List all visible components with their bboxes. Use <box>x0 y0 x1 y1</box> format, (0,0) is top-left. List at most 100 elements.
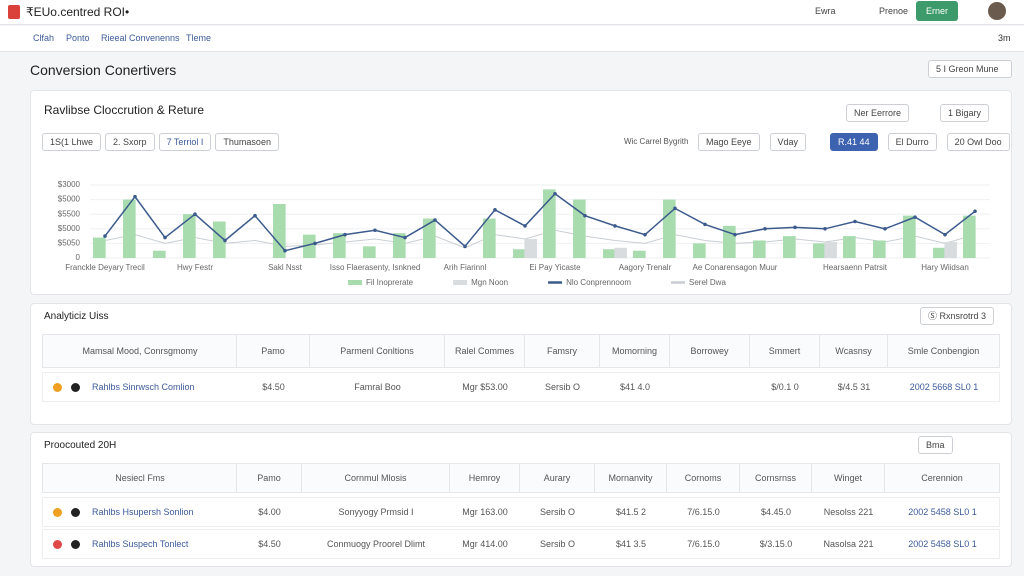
tab[interactable]: Thumasoen <box>215 133 279 151</box>
table-cell: $/0.1 0 <box>771 382 799 392</box>
header-button[interactable]: Erner <box>916 1 959 21</box>
table-row <box>42 529 1000 559</box>
tab[interactable]: 2. Sxorp <box>105 133 155 151</box>
table-row <box>42 497 1000 527</box>
point <box>403 235 407 240</box>
column-header: Cornoms <box>667 463 740 493</box>
table-header <box>42 334 1000 368</box>
bar <box>843 236 856 258</box>
point <box>373 228 377 233</box>
table-cell: 2002 5458 SL0 1 <box>908 539 977 549</box>
filter-button[interactable]: 20 Owl Doo <box>946 133 1010 151</box>
column-header: Cornmul Mlosis <box>302 463 450 493</box>
column-header: Famsry <box>525 334 600 368</box>
legend-label: Nlo Conprennoom <box>566 278 631 287</box>
table-cell: $4.45.0 <box>760 507 792 517</box>
nav-link[interactable]: Rieeal Convenenns <box>101 33 180 43</box>
x-tick-label: Franckle Deyary Trecil <box>65 263 145 272</box>
x-tick-label: Aagory Trenalr <box>619 263 672 272</box>
table-cell: $41 4.0 <box>619 382 651 392</box>
table-card <box>30 432 1012 567</box>
y-tick-label: 0 <box>76 253 81 262</box>
column-header: Pamo <box>237 463 302 493</box>
panel-button[interactable]: Ner Eerrore <box>846 104 910 122</box>
table-cell: Sonyyogy Prmsid I <box>338 507 414 517</box>
bar <box>824 241 837 258</box>
table-cell: $/4.5 31 <box>837 382 871 392</box>
point <box>133 194 137 199</box>
y-tick-label: $5050 <box>58 239 81 248</box>
bar <box>363 246 376 258</box>
bar <box>783 236 796 258</box>
point <box>643 232 647 237</box>
x-tick-label: Sakl Nsst <box>268 263 303 272</box>
table-cell: 2002 5668 SL0 1 <box>909 382 979 392</box>
point <box>103 234 107 238</box>
filter-button[interactable]: El Durro <box>887 133 937 151</box>
header-button[interactable]: Ewra <box>808 3 843 21</box>
column-header: Cornsrnss <box>740 463 812 493</box>
filter-button[interactable]: Vday <box>769 133 807 151</box>
header-button[interactable]: Prenoe <box>872 3 916 21</box>
y-tick-label: $5000 <box>58 224 81 233</box>
table-button[interactable]: Bma <box>918 436 953 454</box>
nav-link[interactable]: Tleme <box>186 33 212 43</box>
point <box>613 224 617 228</box>
legend-label: Mgn Noon <box>471 278 508 287</box>
bar <box>933 247 946 258</box>
line <box>104 229 976 249</box>
table-cell: $4.50 <box>262 382 285 392</box>
table-button[interactable]: Ⓢ Rxnsrotrd 3 <box>920 307 995 325</box>
column-header: Momorning <box>600 334 670 368</box>
filter-label: Wic Carrel Bygrith <box>624 137 689 146</box>
column-header: Winget <box>812 463 885 493</box>
point <box>223 238 227 243</box>
point <box>523 224 527 228</box>
table-title: Proocouted 20H <box>44 440 117 451</box>
nav-link[interactable]: Ponto <box>66 33 90 43</box>
nav-bar <box>0 26 1024 52</box>
table-cell: Famral Boo <box>354 382 401 392</box>
point <box>193 212 197 216</box>
column-header: Smle Conbengion <box>888 334 1000 368</box>
column-header: Smmert <box>750 334 820 368</box>
bar <box>603 249 616 258</box>
filter-button[interactable]: R.41 44 <box>830 133 878 151</box>
app-title: ₹EUo.centred ROI• <box>26 5 130 19</box>
column-header: Mornanvity <box>595 463 667 493</box>
point <box>433 218 437 222</box>
x-tick-label: Ei Pay Yicaste <box>529 263 581 272</box>
table-cell: 7/6.15.0 <box>687 507 720 517</box>
panel-button[interactable]: 1 Bigary <box>940 104 990 122</box>
point <box>463 244 467 249</box>
x-tick-label: Ae Conarensagon Muur <box>693 263 778 272</box>
point <box>943 232 947 237</box>
bar <box>963 215 976 258</box>
point <box>793 225 797 230</box>
table-cell: $41 3.5 <box>615 539 647 549</box>
point <box>733 232 737 237</box>
bar <box>303 234 316 258</box>
bar <box>183 214 196 258</box>
table-cell: Rahlbs Sinrwsch Comlion <box>92 382 195 392</box>
y-tick-label: $3000 <box>58 180 81 189</box>
tab[interactable]: 1S(1 Lhwe <box>42 133 102 151</box>
bar <box>633 250 646 258</box>
dropdown[interactable]: 5 I Greon Mune <box>928 60 1012 78</box>
top-bar <box>0 0 1024 25</box>
chart: 0 $5050 $5000 $5500 $5000 $3000 Franckle Deyar… <box>58 180 990 287</box>
table-cell: Sersib O <box>539 539 575 549</box>
table-cell: Conmuogy Proorel Dlimt <box>326 539 426 549</box>
bar <box>333 233 346 258</box>
nav-link[interactable]: Clfah <box>33 33 55 43</box>
x-tick-label: Hwy Festr <box>177 263 213 272</box>
table-cell: $4.50 <box>258 539 281 549</box>
tab[interactable]: 7 Terriol I <box>158 133 212 151</box>
table-cell: 2002 5458 SL0 1 <box>908 507 977 517</box>
point <box>823 227 827 231</box>
table-cell: Sersib O <box>544 382 580 392</box>
filter-button[interactable]: Mago Eeye <box>698 133 760 151</box>
x-tick-label: Isso Flaerasenty, Isnkned <box>330 263 421 272</box>
avatar[interactable] <box>988 2 1006 20</box>
table-row <box>42 372 1000 402</box>
